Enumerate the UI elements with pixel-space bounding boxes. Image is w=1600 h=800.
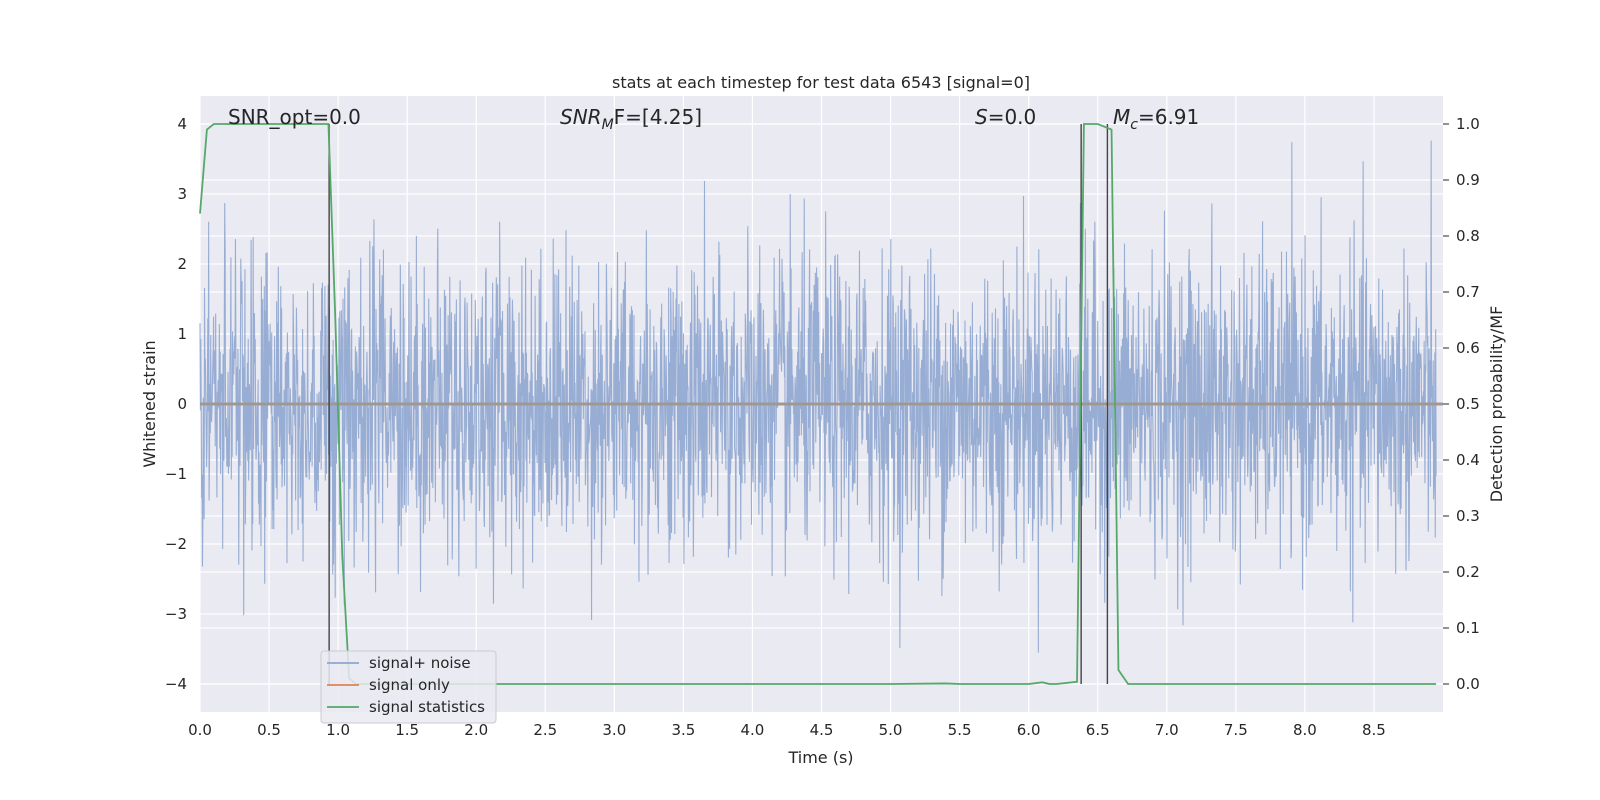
y-tick-label-right: 0.0 bbox=[1456, 675, 1480, 693]
y-tick-label-left: 1 bbox=[177, 325, 187, 343]
y-tick-label-left: −1 bbox=[165, 465, 187, 483]
mc-sub: c bbox=[1130, 117, 1138, 133]
y-tick-label-left: −3 bbox=[165, 605, 187, 623]
x-tick-label: 3.5 bbox=[671, 721, 695, 739]
legend-label-signal-statistics: signal statistics bbox=[369, 698, 485, 716]
s-stat-value: =0.0 bbox=[988, 105, 1037, 129]
y-tick-label-left: 4 bbox=[177, 115, 187, 133]
y-tick-label-left: −2 bbox=[165, 535, 187, 553]
signal-noise-line bbox=[199, 140, 1437, 653]
y-tick-label-left: 3 bbox=[177, 185, 187, 203]
y-tick-label-left: 2 bbox=[177, 255, 187, 273]
y-tick-label-right: 0.1 bbox=[1456, 619, 1480, 637]
legend-box bbox=[320, 650, 497, 724]
y-axis-label-left: Whitened strain bbox=[140, 340, 159, 467]
y-tick-label-right: 1.0 bbox=[1456, 115, 1480, 133]
x-tick-label: 8.5 bbox=[1362, 721, 1386, 739]
legend: signal+ noise signal only signal statist… bbox=[320, 650, 497, 724]
y-tick-label-right: 0.9 bbox=[1456, 171, 1480, 189]
x-tick-label: 4.0 bbox=[741, 721, 765, 739]
x-tick-label: 3.0 bbox=[602, 721, 626, 739]
x-tick-label: 2.0 bbox=[464, 721, 488, 739]
mc-value: =6.91 bbox=[1138, 105, 1199, 129]
annotation-s-stat: S=0.0 bbox=[975, 105, 1036, 129]
x-tick-label: 0.5 bbox=[257, 721, 281, 739]
x-tick-label: 8.0 bbox=[1293, 721, 1317, 739]
s-stat-symbol: S bbox=[975, 105, 988, 129]
y-tick-label-right: 0.3 bbox=[1456, 507, 1480, 525]
signal-statistics-line bbox=[199, 123, 1437, 685]
mc-symbol: M bbox=[1113, 105, 1130, 129]
snr-mf-base: SNR bbox=[560, 105, 602, 129]
axis-ticks: 0.0 0.5 1.0 1.5 2.0 2.5 3.0 3.5 4.0 4.5 5.0 5.5 6.0 6… bbox=[165, 115, 1480, 739]
x-tick-label: 2.5 bbox=[533, 721, 557, 739]
annotation-snr-opt: SNR_opt=0.0 bbox=[228, 105, 361, 129]
x-axis-label: Time (s) bbox=[787, 748, 853, 767]
x-tick-label: 4.5 bbox=[810, 721, 834, 739]
annotation-snr-mf: SNRMF=[4.25] bbox=[560, 105, 702, 133]
x-tick-label: 5.5 bbox=[948, 721, 972, 739]
y-tick-label-right: 0.8 bbox=[1456, 227, 1480, 245]
y-tick-label-right: 0.6 bbox=[1456, 339, 1480, 357]
x-tick-label: 7.5 bbox=[1224, 721, 1248, 739]
snr-mf-sub: M bbox=[602, 117, 614, 133]
legend-label-signal-only: signal only bbox=[369, 676, 450, 694]
y-tick-label-right: 0.4 bbox=[1456, 451, 1480, 469]
annotation-mc: Mc=6.91 bbox=[1113, 105, 1199, 133]
x-tick-label: 5.0 bbox=[879, 721, 903, 739]
series-signal-noise bbox=[199, 140, 1437, 653]
y-tick-label-right: 0.5 bbox=[1456, 395, 1480, 413]
y-tick-label-right: 0.7 bbox=[1456, 283, 1480, 301]
legend-label-signal-noise: signal+ noise bbox=[369, 654, 471, 672]
x-tick-label: 1.5 bbox=[395, 721, 419, 739]
y-tick-label-right: 0.2 bbox=[1456, 563, 1480, 581]
y-tick-label-left: −4 bbox=[165, 675, 187, 693]
y-tick-label-left: 0 bbox=[177, 395, 187, 413]
chart-title: stats at each timestep for test data 654… bbox=[612, 73, 1030, 92]
x-tick-label: 7.0 bbox=[1155, 721, 1179, 739]
series-signal-statistics bbox=[199, 123, 1437, 685]
snr-mf-tail: F=[4.25] bbox=[614, 105, 702, 129]
x-tick-label: 6.0 bbox=[1017, 721, 1041, 739]
x-tick-label: 1.0 bbox=[326, 721, 350, 739]
x-tick-label: 0.0 bbox=[188, 721, 212, 739]
x-tick-label: 6.5 bbox=[1086, 721, 1110, 739]
y-axis-label-right: Detection probability/MF bbox=[1487, 306, 1506, 503]
